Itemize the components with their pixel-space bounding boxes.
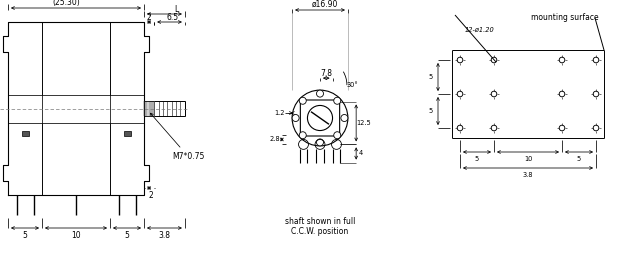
Text: 30°: 30° [347, 82, 359, 88]
Text: 5: 5 [577, 156, 581, 162]
Text: 5: 5 [429, 108, 433, 114]
Text: mounting surface: mounting surface [531, 14, 599, 23]
Circle shape [334, 97, 341, 104]
Text: 5: 5 [125, 230, 130, 240]
Circle shape [317, 90, 324, 97]
Text: 1.2: 1.2 [274, 110, 285, 116]
Text: 2.8: 2.8 [269, 136, 280, 142]
Text: 12-ø1.20: 12-ø1.20 [465, 27, 495, 33]
Circle shape [334, 132, 341, 139]
Text: shaft shown in full: shaft shown in full [285, 218, 355, 227]
Text: 2: 2 [149, 190, 154, 199]
Circle shape [317, 139, 324, 146]
Text: 5: 5 [23, 230, 27, 240]
Text: 5: 5 [429, 74, 433, 80]
Text: ø16.90: ø16.90 [312, 0, 338, 8]
Bar [21, 131, 28, 135]
Bar [123, 131, 130, 135]
Circle shape [292, 114, 299, 122]
Text: 6.5: 6.5 [166, 13, 179, 22]
Text: 5: 5 [475, 156, 479, 162]
Text: 12.5: 12.5 [357, 120, 372, 126]
Text: 7.8: 7.8 [320, 69, 332, 78]
Circle shape [300, 97, 307, 104]
Text: 4: 4 [359, 151, 363, 156]
Text: 2: 2 [147, 13, 152, 22]
Circle shape [341, 114, 348, 122]
Text: (25.30): (25.30) [52, 0, 80, 7]
Text: 3.8: 3.8 [159, 230, 171, 240]
Text: 10: 10 [71, 230, 81, 240]
Text: 3.8: 3.8 [523, 172, 533, 178]
Text: C.C.W. position: C.C.W. position [291, 228, 349, 237]
Text: L: L [174, 5, 179, 15]
Text: 10: 10 [524, 156, 532, 162]
Circle shape [300, 132, 307, 139]
Text: M7*0.75: M7*0.75 [150, 113, 204, 161]
